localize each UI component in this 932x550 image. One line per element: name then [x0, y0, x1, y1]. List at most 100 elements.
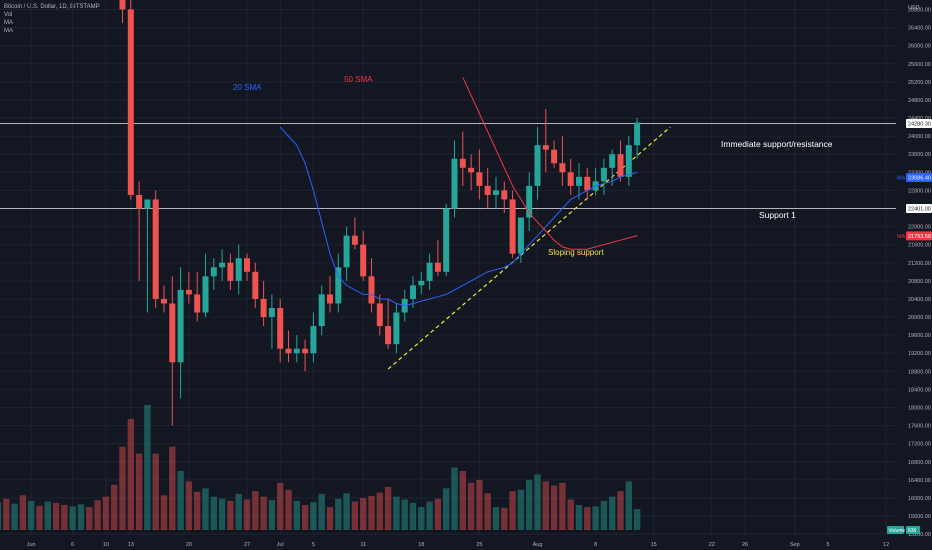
- volume-bar: [285, 489, 292, 530]
- x-tick-label: 26: [742, 542, 748, 548]
- volume-bar: [343, 493, 350, 530]
- candle-body: [517, 217, 524, 254]
- volume-bar: [509, 491, 516, 530]
- candle: [343, 226, 350, 281]
- ma-badge-value: 21793.58: [908, 234, 931, 240]
- candle-body: [244, 258, 250, 272]
- x-tick-label: 6: [71, 542, 74, 548]
- volume-bar: [467, 482, 475, 530]
- volume-bar: [277, 482, 284, 530]
- y-tick-label: 22000.00: [908, 225, 931, 231]
- volume-bar: [600, 500, 608, 530]
- legend-ma-1[interactable]: MA: [4, 20, 13, 26]
- candle-body: [136, 194, 143, 209]
- volume-bar: [210, 496, 217, 530]
- volume-bar: [401, 499, 408, 530]
- candle: [293, 335, 300, 363]
- candle: [227, 253, 234, 290]
- volume-bar: [484, 493, 491, 530]
- y-tick-label: 16800.00: [908, 460, 931, 466]
- candle-body: [227, 262, 234, 281]
- volume-bar: [393, 496, 400, 530]
- candle: [617, 140, 624, 182]
- candle-body: [634, 122, 641, 146]
- candle-body: [235, 258, 242, 281]
- candle-body: [509, 199, 516, 254]
- candle-body: [177, 289, 184, 363]
- volume-bar: [61, 505, 68, 530]
- candle: [335, 253, 342, 313]
- legend-vol[interactable]: Vol: [4, 12, 13, 18]
- y-tick-label: 25200.00: [908, 80, 931, 86]
- volume-bar: [160, 495, 168, 530]
- volume-bar: [633, 509, 641, 530]
- y-tick-label: 20000.00: [908, 315, 931, 321]
- candle: [434, 240, 441, 277]
- candle: [493, 176, 499, 209]
- volume-bar: [301, 505, 309, 530]
- candle: [177, 267, 184, 399]
- volume-bar: [36, 505, 43, 530]
- candle-body: [169, 303, 176, 363]
- volume-bar: [185, 481, 193, 530]
- ma-badge: MA 21793.58: [897, 231, 932, 241]
- annotation-50-sma: 50 SMA: [344, 75, 373, 84]
- candle-body: [584, 176, 591, 191]
- candle-body: [501, 190, 508, 200]
- volume-bar: [3, 498, 10, 530]
- candle: [169, 276, 176, 426]
- candle: [152, 190, 159, 308]
- volume-bar: [459, 470, 466, 530]
- candle-body: [393, 312, 400, 345]
- volume-bar: [517, 489, 525, 530]
- candle: [302, 339, 309, 372]
- candle-body: [219, 262, 226, 268]
- candle-body: [185, 289, 192, 295]
- chart-legend: Bitcoin / U.S. Dollar, 1D, BITSTAMP Vol …: [4, 3, 100, 35]
- candle-body: [551, 149, 558, 164]
- volume-bar: [235, 493, 242, 530]
- annotation-20-sma: 20 SMA: [233, 83, 262, 92]
- level-price-label-bg: [906, 203, 932, 213]
- candle: [443, 203, 450, 277]
- candle-body: [476, 172, 483, 186]
- candle-body: [451, 158, 458, 209]
- volume-bar: [351, 501, 359, 530]
- annotation-support-1: Support 1: [759, 210, 796, 220]
- candle-body: [493, 190, 499, 195]
- candle-body: [335, 267, 342, 304]
- legend-ma-2[interactable]: MA: [4, 28, 13, 34]
- volume-bar: [559, 482, 566, 530]
- x-tick-label: 10: [103, 542, 109, 548]
- candle: [542, 108, 549, 173]
- y-tick-label: 20400.00: [908, 297, 931, 303]
- volume-bar: [534, 474, 541, 530]
- y-tick-label: 26400.00: [908, 26, 931, 32]
- candle-body: [434, 262, 441, 272]
- volume-bar: [584, 507, 591, 530]
- candle-body: [302, 348, 309, 354]
- candle-body: [625, 145, 632, 177]
- y-tick-label: 26800.00: [908, 7, 931, 13]
- x-tick-label: 15: [651, 542, 657, 548]
- candle: [576, 163, 582, 200]
- candle: [501, 181, 508, 214]
- x-tick-label: 25: [476, 542, 482, 548]
- volume-badge-name-bg: [887, 526, 904, 534]
- volume-bar: [335, 498, 342, 530]
- candle-body: [152, 199, 159, 299]
- volume-bar: [202, 488, 209, 530]
- candle: [144, 199, 151, 313]
- volume-badge-value: 636: [908, 528, 917, 534]
- volume-bar: [492, 507, 500, 530]
- x-tick-label: 22: [709, 542, 715, 548]
- candle-body: [293, 348, 300, 354]
- candle: [327, 276, 333, 313]
- candle: [368, 258, 375, 313]
- annotation-sloping-support: Sloping support: [548, 248, 604, 257]
- candle: [559, 136, 566, 186]
- volume-bar: [111, 484, 118, 530]
- candle-body: [285, 348, 292, 354]
- volume-bar: [177, 470, 184, 530]
